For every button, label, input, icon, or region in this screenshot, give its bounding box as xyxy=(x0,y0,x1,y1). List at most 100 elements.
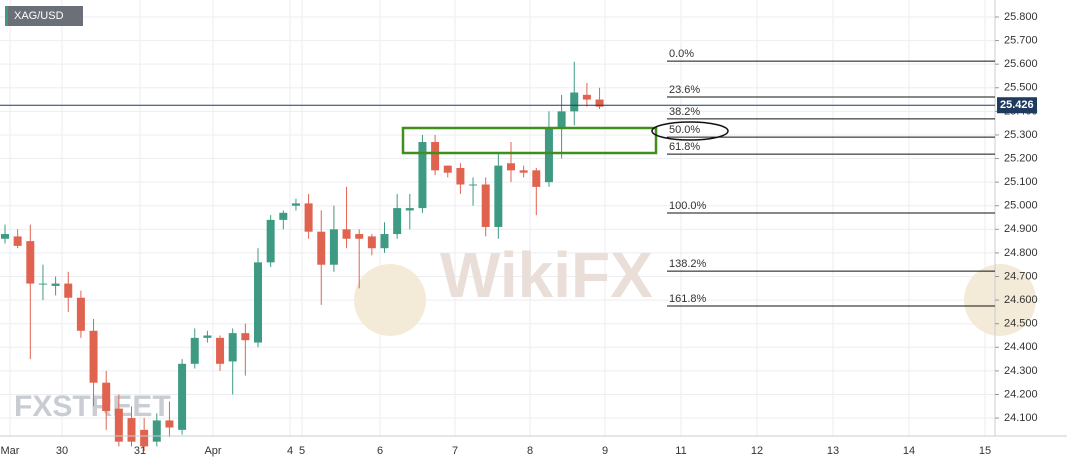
candles xyxy=(1,61,604,452)
chart-title: XAG/USD xyxy=(14,10,64,22)
y-tick-label: 25.300 xyxy=(1004,129,1038,141)
fib-label: 61.8% xyxy=(669,141,700,153)
x-tick-label: 15 xyxy=(979,445,991,457)
candle-body xyxy=(494,165,503,227)
y-tick-label: 24.500 xyxy=(1004,318,1038,330)
candle-body xyxy=(178,363,187,430)
candle-body xyxy=(355,234,364,239)
candle-body xyxy=(64,283,73,298)
y-tick-label: 24.400 xyxy=(1004,341,1038,353)
x-tick-label: 13 xyxy=(827,445,839,457)
candle-body xyxy=(380,234,389,249)
candle-body xyxy=(544,127,553,183)
y-tick-label: 24.200 xyxy=(1004,388,1038,400)
candle-body xyxy=(418,142,427,209)
x-tick-label: 14 xyxy=(903,445,915,457)
candle-body xyxy=(266,219,275,263)
grid xyxy=(0,0,995,436)
x-tick-label: 11 xyxy=(675,445,686,457)
y-tick-label: 25.500 xyxy=(1004,82,1038,94)
x-tick-label: 6 xyxy=(377,445,383,457)
x-tick-label: 7 xyxy=(452,445,458,457)
fib-label: 38.2% xyxy=(669,106,700,118)
x-tick-label: 5 xyxy=(299,445,305,457)
candle-body xyxy=(241,333,250,341)
candle-body xyxy=(405,208,414,211)
y-tick-label: 25.000 xyxy=(1004,200,1038,212)
candle-body xyxy=(329,229,338,265)
fib-label: 23.6% xyxy=(669,84,700,96)
watermark-logo xyxy=(964,264,1036,336)
candle-body xyxy=(140,429,149,447)
candle-body xyxy=(431,142,440,171)
title-box xyxy=(5,6,83,26)
fib-label: 0.0% xyxy=(669,48,694,60)
highlight-ellipse xyxy=(651,121,729,141)
watermark: WikiFX xyxy=(440,239,653,311)
fib-label: 100.0% xyxy=(669,200,707,212)
x-tick-label: 8 xyxy=(527,445,533,457)
y-tick-label: 25.800 xyxy=(1004,11,1038,23)
watermark: FXSTREET xyxy=(14,390,171,423)
y-tick-label: 25.600 xyxy=(1004,58,1038,70)
candle-body xyxy=(216,337,225,364)
candle-body xyxy=(76,297,85,331)
candle-body xyxy=(165,420,174,428)
candle-body xyxy=(595,99,604,107)
candle-body xyxy=(582,94,591,100)
candle-body xyxy=(114,408,123,442)
candle-body xyxy=(127,418,136,442)
y-tick-label: 24.900 xyxy=(1004,223,1038,235)
candle-body xyxy=(456,167,465,185)
x-tick-label: Mar xyxy=(1,445,20,457)
candle-body xyxy=(304,203,313,232)
y-tick-label: 24.800 xyxy=(1004,247,1038,259)
candle-body xyxy=(203,335,212,338)
candle-body xyxy=(557,111,566,128)
y-tick-label: 25.700 xyxy=(1004,34,1038,46)
x-tick-label: 12 xyxy=(751,445,763,457)
x-tick-label: Apr xyxy=(204,445,221,457)
candle-body xyxy=(342,229,351,239)
x-tick-label: 4 xyxy=(287,445,293,457)
candle-body xyxy=(291,203,300,206)
candle-body xyxy=(89,330,98,383)
y-tick-label: 24.600 xyxy=(1004,294,1038,306)
candle-body xyxy=(532,170,541,187)
x-tick-label: 31 xyxy=(134,445,146,457)
candle-body xyxy=(13,236,22,246)
fib-label: 161.8% xyxy=(669,293,707,305)
fib-label: 138.2% xyxy=(669,258,707,270)
candle-body xyxy=(481,184,490,227)
y-tick-label: 24.300 xyxy=(1004,365,1038,377)
y-tick-label: 25.200 xyxy=(1004,152,1038,164)
fib-label: 50.0% xyxy=(669,124,700,136)
candle-body xyxy=(469,184,478,186)
candle-body xyxy=(519,170,528,173)
candle-body xyxy=(26,241,35,284)
x-tick-label: 9 xyxy=(602,445,608,457)
y-tick-label: 24.700 xyxy=(1004,270,1038,282)
candle-body xyxy=(507,163,515,171)
y-tick-label: 25.100 xyxy=(1004,176,1038,188)
candle-body xyxy=(190,337,199,364)
candle-body xyxy=(443,165,452,173)
candle-body xyxy=(279,212,288,220)
candle-body xyxy=(102,382,111,411)
candle-body xyxy=(393,208,402,235)
candle-body xyxy=(367,236,376,249)
title-accent xyxy=(5,6,8,26)
candle-body xyxy=(152,420,161,442)
x-tick-label: 30 xyxy=(56,445,68,457)
candle-body xyxy=(228,333,237,362)
candle-body xyxy=(254,262,262,343)
candle-body xyxy=(51,283,60,286)
candle-body xyxy=(38,283,47,285)
last-price-label: 25.426 xyxy=(1000,99,1034,111)
zone-box xyxy=(401,126,658,155)
candle-body xyxy=(1,234,9,239)
candle-body xyxy=(570,92,579,112)
candle-body xyxy=(317,231,326,265)
